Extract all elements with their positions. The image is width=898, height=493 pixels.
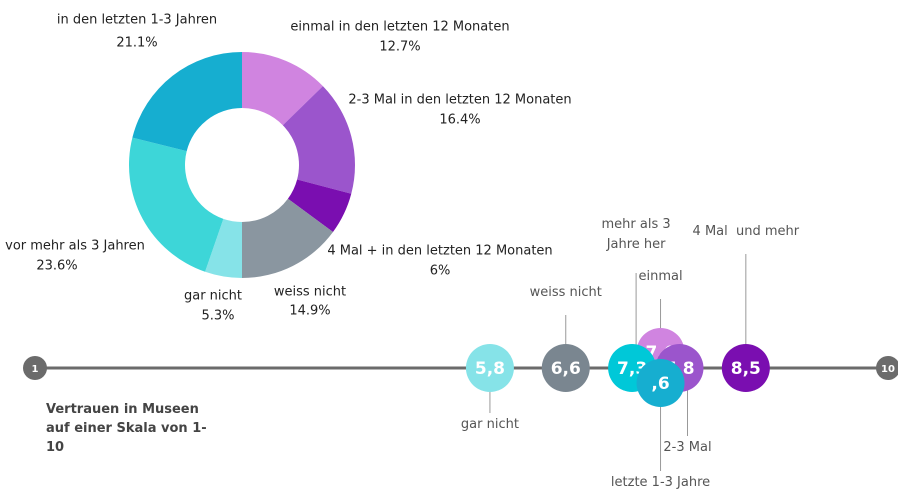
dot-value: 8,5	[731, 359, 761, 379]
slice-value: 14.9%	[289, 304, 330, 319]
slice-value: 21.1%	[116, 36, 157, 51]
slice-value: 23.6%	[36, 259, 77, 274]
slice-label: vor mehr als 3 Jahren	[5, 239, 145, 254]
slice-label: 4 Mal + in den letzten 12 Monaten	[327, 244, 552, 259]
donut-slice	[132, 52, 242, 152]
dot	[465, 344, 514, 392]
dot-label: einmal	[638, 269, 683, 284]
tick-mark	[23, 356, 47, 380]
donut-slice	[287, 179, 352, 232]
donut-slice	[282, 86, 355, 194]
dot	[636, 359, 685, 407]
slice-label: in den letzten 1-3 Jahren	[57, 13, 217, 28]
slice-value: 12.7%	[379, 40, 420, 55]
dot-label: 2-3 Mal	[663, 440, 712, 455]
tick-label: 1	[32, 364, 39, 375]
scale-title: Vertrauen in Museen auf einer Skala von …	[46, 402, 207, 455]
dot-label: mehr als 3 Jahre her	[601, 217, 671, 252]
slice-label: weiss nicht	[274, 285, 346, 300]
donut-slice	[242, 198, 333, 278]
slice-value: 16.4%	[439, 113, 480, 128]
dot-value: ,6	[651, 374, 669, 394]
donut-slice	[242, 52, 323, 126]
dot	[541, 344, 590, 392]
dot	[721, 344, 770, 392]
dot-value: 6,6	[551, 359, 581, 379]
tick-label: 10	[881, 364, 895, 375]
slice-label: 2-3 Mal in den letzten 12 Monaten	[348, 93, 571, 108]
donut-slice	[205, 218, 242, 278]
slice-label: einmal in den letzten 12 Monaten	[290, 20, 509, 35]
dot-label: gar nicht	[460, 417, 519, 432]
slice-label: gar nicht	[184, 289, 242, 304]
dot-label: 4 Mal und mehr	[692, 224, 800, 239]
dot-label: weiss nicht	[529, 285, 602, 300]
donut-slice	[129, 137, 224, 272]
dot-value: 5,8	[475, 359, 505, 379]
slice-value: 6%	[430, 264, 451, 279]
dot-label: letzte 1-3 Jahre	[610, 475, 711, 490]
slice-value: 5.3%	[201, 309, 234, 324]
tick-mark	[876, 356, 898, 380]
